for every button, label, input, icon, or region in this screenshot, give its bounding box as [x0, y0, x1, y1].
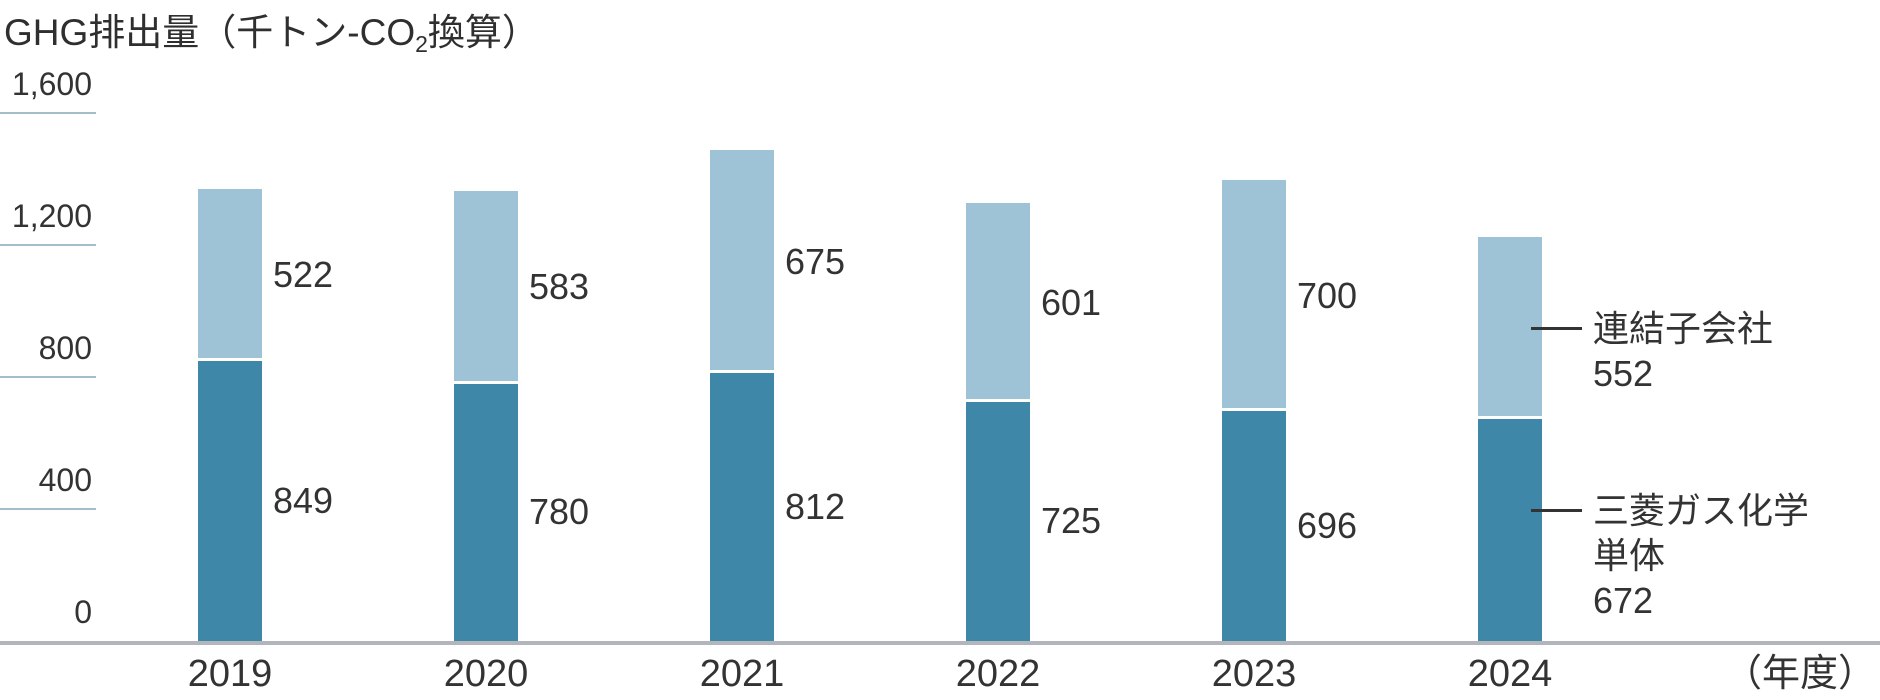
chart-title: GHG排出量（千トン-CO2換算） [4, 2, 539, 57]
legend-label-mgc-parent-line2: 単体 [1593, 535, 1666, 576]
x-label-2021: 2021 [699, 653, 785, 695]
bar-2019-mgc-parent-segment [198, 360, 262, 641]
y-tick-label-1600: 1,600 [11, 66, 92, 102]
x-label-2020: 2020 [443, 653, 529, 695]
value-label-2022-subsidiaries: 601 [1041, 281, 1102, 323]
x-axis-unit-label: （年度） [1723, 653, 1876, 695]
value-label-2020-mgc-parent: 780 [529, 491, 590, 533]
y-tick-line-800 [0, 376, 96, 378]
y-tick-label-800: 800 [38, 330, 92, 366]
x-label-2022: 2022 [955, 653, 1041, 695]
y-tick-label-1200: 1,200 [11, 198, 92, 234]
legend-leader-line-subsidiaries [1531, 327, 1582, 330]
value-label-2019-mgc-parent: 849 [273, 479, 334, 521]
y-tick-line-1600 [0, 112, 96, 114]
bar-2020-mgc-parent-segment [454, 383, 518, 641]
x-label-2023: 2023 [1211, 653, 1297, 695]
bar-2022-subsidiaries-segment [966, 203, 1030, 402]
x-label-2024: 2024 [1467, 653, 1553, 695]
value-label-2022-mgc-parent: 725 [1041, 500, 1102, 542]
bar-2021-mgc-parent-segment [710, 373, 774, 641]
bar-2023-mgc-parent-segment [1222, 411, 1286, 641]
y-tick-line-1200 [0, 244, 96, 246]
legend-label-subsidiaries-line1: 連結子会社 [1593, 308, 1774, 349]
legend-value-subsidiaries: 552 [1593, 353, 1654, 394]
y-tick-label-0: 0 [74, 594, 92, 630]
value-label-2020-subsidiaries: 583 [529, 266, 590, 308]
bar-2023-subsidiaries-segment [1222, 180, 1286, 412]
bar-2021-subsidiaries-segment [710, 150, 774, 374]
bar-2022-mgc-parent-segment [966, 401, 1030, 641]
y-tick-label-400: 400 [38, 462, 92, 498]
chart-title-suffix: 換算） [427, 12, 539, 53]
legend-leader-line-mgc-parent [1531, 509, 1582, 512]
value-label-2021-subsidiaries: 675 [785, 240, 846, 282]
bar-2019-subsidiaries-segment [198, 188, 262, 361]
value-label-2019-subsidiaries: 522 [273, 253, 334, 295]
legend-entry-subsidiaries: 連結子会社 552 [1593, 306, 1773, 396]
value-label-2021-mgc-parent: 812 [785, 486, 846, 528]
chart-title-prefix: GHG排出量（千トン-CO [4, 12, 416, 53]
legend-entry-mgc-parent: 三菱ガス化学 単体 672 [1593, 488, 1809, 623]
x-axis-line [0, 641, 1880, 645]
y-tick-line-400 [0, 508, 96, 510]
x-label-2019: 2019 [187, 653, 273, 695]
legend-value-mgc-parent: 672 [1593, 580, 1654, 621]
legend-label-mgc-parent-line1: 三菱ガス化学 [1593, 490, 1810, 531]
bar-2020-subsidiaries-segment [454, 191, 518, 384]
value-label-2023-subsidiaries: 700 [1297, 274, 1358, 316]
value-label-2023-mgc-parent: 696 [1297, 505, 1358, 547]
bar-2024-mgc-parent-segment [1478, 419, 1542, 641]
chart-title-subscript: 2 [415, 31, 428, 57]
